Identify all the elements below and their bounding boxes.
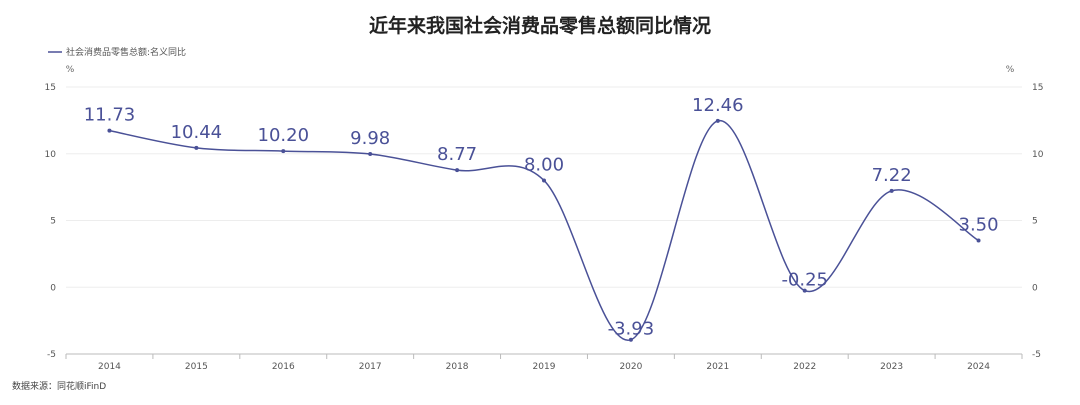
y-tick-label-left: -5 xyxy=(47,350,56,360)
x-tick-label: 2015 xyxy=(185,362,208,372)
y-tick-label-right: 10 xyxy=(1032,150,1044,160)
y-tick-label-right: 5 xyxy=(1032,217,1038,227)
x-tick-label: 2016 xyxy=(272,362,295,372)
data-label: 10.44 xyxy=(171,122,223,143)
data-point xyxy=(628,337,633,342)
x-axis: 2014 2015 2016 2017 2018 2019 2020 2021 2022 2023… xyxy=(65,353,1023,372)
data-point xyxy=(976,238,981,243)
data-label: 7.22 xyxy=(872,165,912,186)
x-tick-label: 2020 xyxy=(619,362,642,372)
y-tick-label-left: 0 xyxy=(50,283,56,293)
y-axis-unit-right: % xyxy=(1006,65,1015,75)
series-group xyxy=(107,118,981,342)
x-tick-label: 2018 xyxy=(446,362,469,372)
y-axis-unit-left: % xyxy=(66,65,75,75)
data-point xyxy=(368,152,373,157)
y-tick-label-right: 15 xyxy=(1032,83,1043,93)
data-label: 3.50 xyxy=(959,215,999,236)
data-label: 12.46 xyxy=(692,95,744,116)
x-tick-label: 2022 xyxy=(793,362,816,372)
data-labels: 11.73 10.44 10.20 9.98 8.77 8.00 -3.93 12.46 -0.… xyxy=(84,95,999,340)
x-tick-label: 2023 xyxy=(880,362,903,372)
data-point xyxy=(542,178,546,183)
data-point xyxy=(455,168,460,173)
data-point xyxy=(715,118,720,123)
data-label: 8.00 xyxy=(524,154,564,175)
data-point xyxy=(107,128,112,133)
data-label: 9.98 xyxy=(350,128,390,149)
data-point xyxy=(802,288,807,293)
grid xyxy=(66,86,1022,288)
data-label: -3.93 xyxy=(608,319,655,340)
x-tick-label: 2014 xyxy=(98,362,121,372)
y-tick-label-left: 15 xyxy=(45,83,56,93)
data-label: 11.73 xyxy=(84,105,136,126)
y-tick-label-left: 5 xyxy=(50,217,56,227)
legend: 社会消费品零售总额:名义同比 xyxy=(48,46,186,58)
x-tick-label: 2021 xyxy=(706,362,729,372)
x-tick-label: 2019 xyxy=(533,362,556,372)
y-axis-right: 15 10 5 0 -5 xyxy=(1032,83,1044,360)
x-tick-label: 2024 xyxy=(967,362,990,372)
data-label: 10.20 xyxy=(258,125,310,146)
y-tick-label-left: 10 xyxy=(45,150,57,160)
y-tick-label-right: 0 xyxy=(1032,283,1038,293)
chart-title: 近年来我国社会消费品零售总额同比情况 xyxy=(369,14,711,37)
data-point xyxy=(194,145,199,150)
data-point xyxy=(889,188,894,193)
y-axis-left: 15 10 5 0 -5 xyxy=(45,83,57,360)
data-label: -0.25 xyxy=(781,270,828,291)
data-point xyxy=(281,149,286,154)
data-label: 8.77 xyxy=(437,144,477,165)
y-tick-label-right: -5 xyxy=(1032,350,1041,360)
source-note: 数据来源：同花顺iFinD xyxy=(12,380,106,392)
legend-label: 社会消费品零售总额:名义同比 xyxy=(66,46,186,58)
x-tick-label: 2017 xyxy=(359,362,382,372)
